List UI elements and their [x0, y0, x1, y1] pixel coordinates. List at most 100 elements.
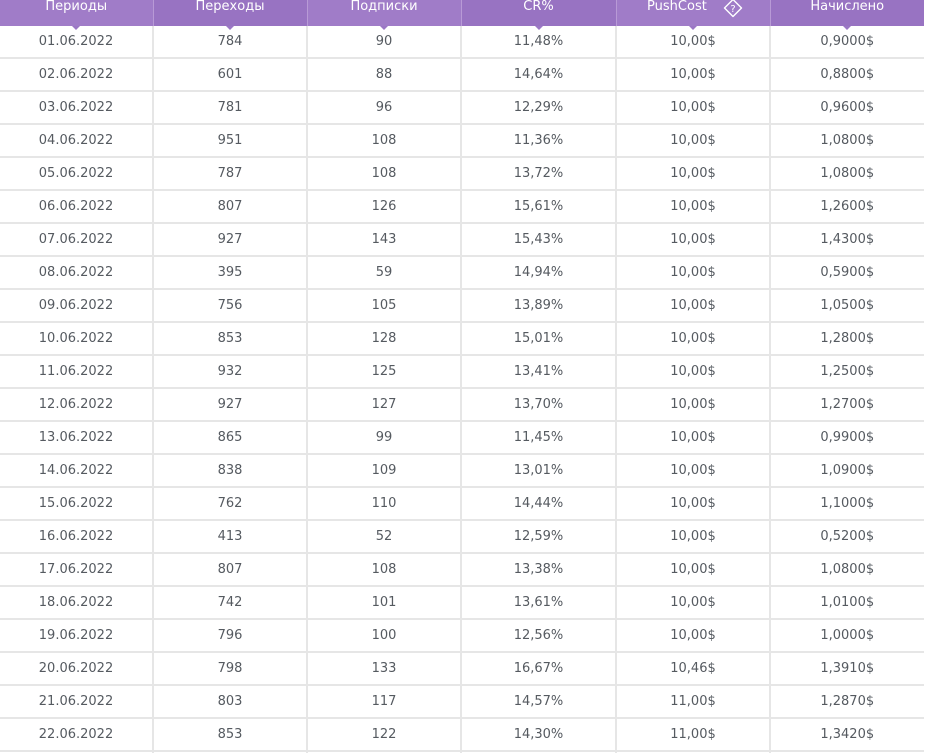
cell-period: 20.06.2022 — [0, 652, 153, 685]
cell-cr: 16,67% — [461, 652, 616, 685]
cell-pushcost: 10,00$ — [616, 520, 770, 553]
cell-clicks: 796 — [153, 619, 307, 652]
cell-cr: 11,45% — [461, 421, 616, 454]
cell-clicks: 807 — [153, 190, 307, 223]
column-header-clicks[interactable]: Переходы — [153, 0, 307, 26]
cell-subscriptions: 122 — [307, 718, 461, 751]
cell-period: 17.06.2022 — [0, 553, 153, 586]
cell-accrued: 0,9000$ — [770, 26, 924, 58]
table-row: 14.06.2022 838 109 13,01% 10,00$ 1,0900$ — [0, 454, 924, 487]
cell-period: 19.06.2022 — [0, 619, 153, 652]
cell-clicks: 838 — [153, 454, 307, 487]
sort-caret-icon — [843, 26, 851, 30]
column-header-pushcost[interactable]: PushCost ? — [616, 0, 770, 26]
cell-subscriptions: 59 — [307, 256, 461, 289]
table-row: 03.06.2022 781 96 12,29% 10,00$ 0,9600$ — [0, 91, 924, 124]
column-header-periods[interactable]: Периоды — [0, 0, 153, 26]
table-header: Периоды Переходы Подписки CR% PushCost — [0, 0, 924, 26]
cell-subscriptions: 108 — [307, 157, 461, 190]
column-header-label: PushCost — [647, 0, 707, 14]
table-row: 22.06.2022 853 122 14,30% 11,00$ 1,3420$ — [0, 718, 924, 751]
cell-clicks: 927 — [153, 388, 307, 421]
cell-pushcost: 10,00$ — [616, 289, 770, 322]
cell-clicks: 932 — [153, 355, 307, 388]
header-row: Периоды Переходы Подписки CR% PushCost — [0, 0, 924, 26]
cell-period: 08.06.2022 — [0, 256, 153, 289]
cell-clicks: 853 — [153, 322, 307, 355]
cell-subscriptions: 99 — [307, 421, 461, 454]
cell-subscriptions: 143 — [307, 223, 461, 256]
cell-accrued: 0,5900$ — [770, 256, 924, 289]
cell-clicks: 951 — [153, 124, 307, 157]
cell-accrued: 1,2700$ — [770, 388, 924, 421]
cell-period: 18.06.2022 — [0, 586, 153, 619]
table-row: 15.06.2022 762 110 14,44% 10,00$ 1,1000$ — [0, 487, 924, 520]
cell-pushcost: 11,00$ — [616, 718, 770, 751]
cell-period: 04.06.2022 — [0, 124, 153, 157]
question-diamond-icon[interactable]: ? — [723, 0, 739, 14]
table-row: 11.06.2022 932 125 13,41% 10,00$ 1,2500$ — [0, 355, 924, 388]
cell-accrued: 1,2870$ — [770, 685, 924, 718]
cell-accrued: 1,0900$ — [770, 454, 924, 487]
cell-pushcost: 10,00$ — [616, 124, 770, 157]
cell-accrued: 1,3420$ — [770, 718, 924, 751]
cell-subscriptions: 110 — [307, 487, 461, 520]
cell-period: 11.06.2022 — [0, 355, 153, 388]
cell-cr: 13,01% — [461, 454, 616, 487]
cell-subscriptions: 52 — [307, 520, 461, 553]
cell-pushcost: 10,00$ — [616, 487, 770, 520]
table-row: 01.06.2022 784 90 11,48% 10,00$ 0,9000$ — [0, 26, 924, 58]
cell-clicks: 807 — [153, 553, 307, 586]
cell-clicks: 742 — [153, 586, 307, 619]
cell-cr: 13,70% — [461, 388, 616, 421]
cell-cr: 14,44% — [461, 487, 616, 520]
cell-period: 16.06.2022 — [0, 520, 153, 553]
table-row: 16.06.2022 413 52 12,59% 10,00$ 0,5200$ — [0, 520, 924, 553]
cell-period: 07.06.2022 — [0, 223, 153, 256]
cell-accrued: 1,3910$ — [770, 652, 924, 685]
cell-period: 22.06.2022 — [0, 718, 153, 751]
cell-clicks: 927 — [153, 223, 307, 256]
column-header-label: Периоды — [45, 0, 107, 14]
column-header-subscriptions[interactable]: Подписки — [307, 0, 461, 26]
cell-clicks: 762 — [153, 487, 307, 520]
cell-period: 03.06.2022 — [0, 91, 153, 124]
cell-pushcost: 10,00$ — [616, 223, 770, 256]
cell-cr: 14,94% — [461, 256, 616, 289]
cell-pushcost: 10,00$ — [616, 553, 770, 586]
cell-period: 05.06.2022 — [0, 157, 153, 190]
cell-accrued: 0,9900$ — [770, 421, 924, 454]
cell-clicks: 798 — [153, 652, 307, 685]
column-header-cr[interactable]: CR% — [461, 0, 616, 26]
cell-cr: 14,30% — [461, 718, 616, 751]
cell-pushcost: 10,00$ — [616, 388, 770, 421]
sort-caret-icon — [689, 26, 697, 30]
cell-cr: 13,38% — [461, 553, 616, 586]
cell-pushcost: 10,00$ — [616, 256, 770, 289]
cell-cr: 14,57% — [461, 685, 616, 718]
cell-subscriptions: 133 — [307, 652, 461, 685]
cell-cr: 13,41% — [461, 355, 616, 388]
cell-period: 14.06.2022 — [0, 454, 153, 487]
table-row: 09.06.2022 756 105 13,89% 10,00$ 1,0500$ — [0, 289, 924, 322]
cell-pushcost: 10,00$ — [616, 26, 770, 58]
cell-accrued: 1,1000$ — [770, 487, 924, 520]
cell-pushcost: 10,00$ — [616, 190, 770, 223]
cell-clicks: 756 — [153, 289, 307, 322]
table-row: 18.06.2022 742 101 13,61% 10,00$ 1,0100$ — [0, 586, 924, 619]
table-row: 02.06.2022 601 88 14,64% 10,00$ 0,8800$ — [0, 58, 924, 91]
cell-subscriptions: 127 — [307, 388, 461, 421]
table-row: 19.06.2022 796 100 12,56% 10,00$ 1,0000$ — [0, 619, 924, 652]
sort-caret-icon — [226, 26, 234, 30]
cell-subscriptions: 125 — [307, 355, 461, 388]
cell-accrued: 1,0500$ — [770, 289, 924, 322]
cell-cr: 13,61% — [461, 586, 616, 619]
column-header-accrued[interactable]: Начислено — [770, 0, 924, 26]
table-row: 12.06.2022 927 127 13,70% 10,00$ 1,2700$ — [0, 388, 924, 421]
cell-accrued: 1,0800$ — [770, 553, 924, 586]
cell-pushcost: 10,00$ — [616, 91, 770, 124]
cell-subscriptions: 88 — [307, 58, 461, 91]
cell-period: 13.06.2022 — [0, 421, 153, 454]
cell-pushcost: 10,00$ — [616, 586, 770, 619]
